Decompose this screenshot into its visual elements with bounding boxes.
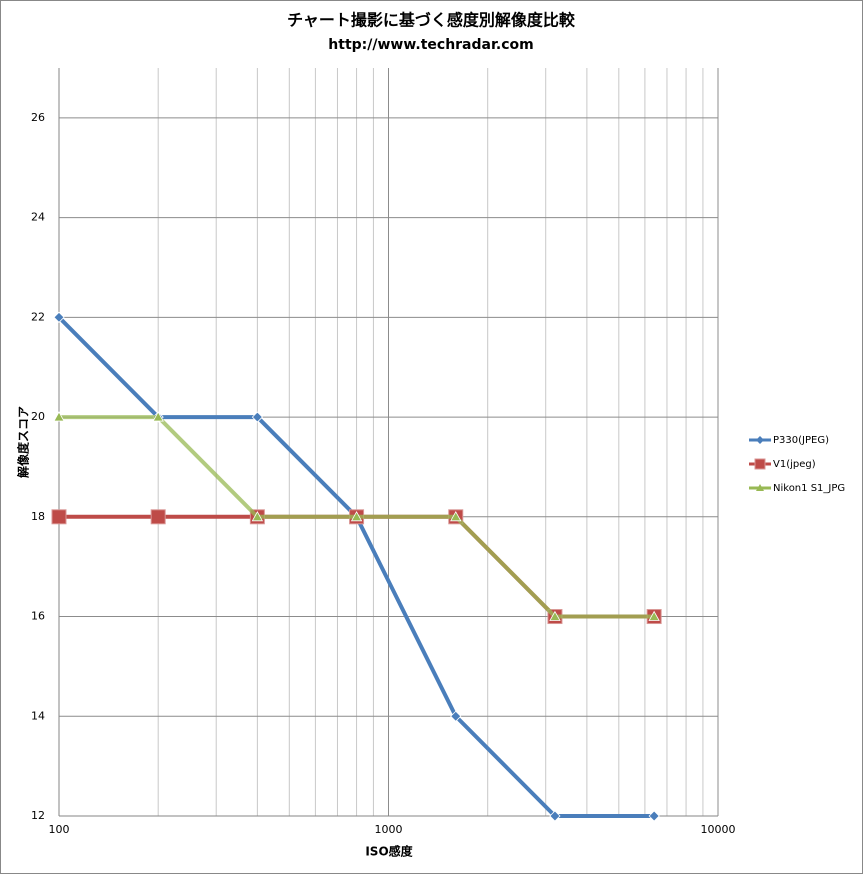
y-tick-label: 12	[31, 809, 45, 822]
marker	[549, 610, 561, 621]
marker	[648, 610, 660, 621]
chart-title: チャート撮影に基づく感度別解像度比較	[287, 11, 576, 30]
marker	[53, 311, 65, 323]
marker	[549, 810, 561, 822]
y-tick-label: 22	[31, 310, 45, 323]
marker	[150, 509, 166, 525]
x-tick-label: 100	[49, 823, 70, 836]
x-tick-label: 1000	[375, 823, 403, 836]
marker	[450, 510, 462, 522]
legend-label: Nikon1 S1_JPG	[773, 483, 845, 494]
marker	[350, 510, 363, 522]
legend-label: P330(JPEG)	[773, 435, 829, 446]
legend-label: V1(jpeg)	[773, 459, 816, 470]
marker	[251, 510, 264, 522]
marker	[450, 710, 462, 722]
series	[53, 411, 660, 621]
y-tick-label: 24	[31, 211, 45, 224]
y-axis-title: 解像度スコア	[16, 406, 31, 478]
legend-marker	[756, 484, 764, 491]
marker	[648, 810, 660, 822]
y-tick-label: 18	[31, 510, 45, 523]
y-tick-label: 16	[31, 610, 45, 623]
marker	[53, 411, 65, 422]
marker	[251, 411, 263, 423]
legend-marker	[754, 458, 766, 470]
x-axis-title: ISO感度	[365, 844, 413, 859]
marker	[51, 509, 67, 525]
y-tick-label: 26	[31, 111, 45, 124]
legend-marker	[756, 436, 764, 444]
y-tick-label: 20	[31, 410, 45, 423]
marker	[152, 411, 164, 422]
y-tick-label: 14	[31, 709, 45, 722]
chart-subtitle: http://www.techradar.com	[328, 37, 533, 53]
x-tick-label: 10000	[701, 823, 736, 836]
